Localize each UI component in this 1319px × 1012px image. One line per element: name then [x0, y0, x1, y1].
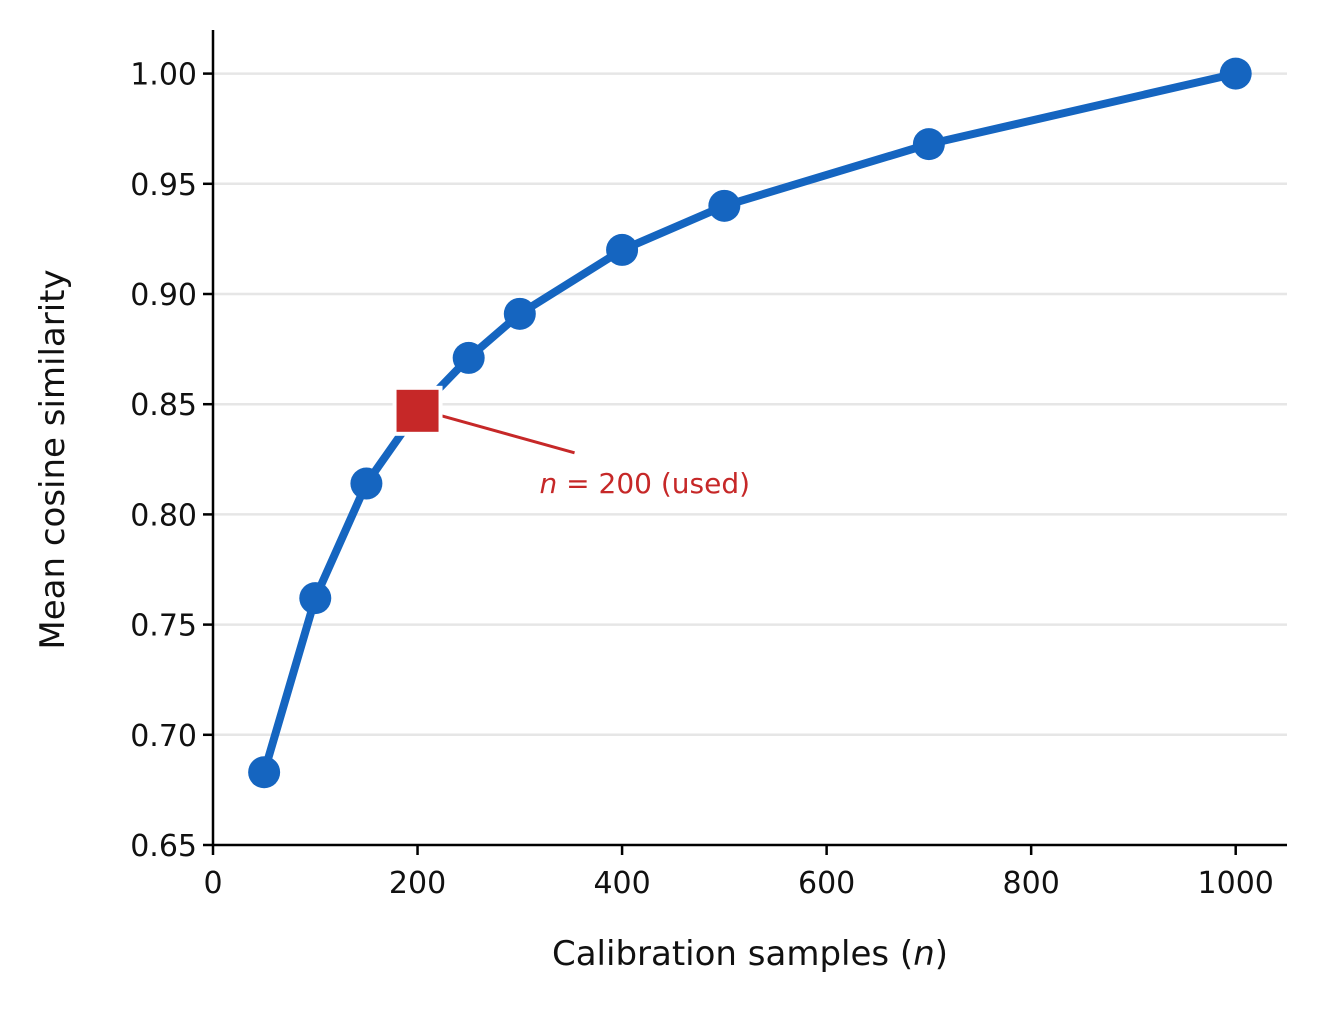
x-tick-label: 0	[203, 866, 222, 901]
y-tick-label: 0.70	[130, 719, 197, 754]
data-point	[708, 189, 741, 222]
data-point	[503, 297, 536, 330]
y-tick-label: 0.90	[130, 278, 197, 313]
y-tick-label: 0.85	[130, 388, 197, 423]
data-point	[350, 467, 383, 500]
data-point	[299, 582, 332, 615]
y-tick-label: 0.65	[130, 829, 197, 864]
y-ticks: 0.65 0.70 0.75 0.80 0.85 0.90 0.95 1.00	[130, 58, 213, 864]
x-tick-label: 600	[798, 866, 855, 901]
y-tick-label: 1.00	[130, 58, 197, 93]
data-point	[912, 128, 945, 161]
x-axis-title: Calibration samples (n)	[552, 934, 948, 974]
data-point	[1219, 57, 1252, 90]
grid-lines	[213, 72, 1287, 737]
x-tick-label: 1000	[1198, 866, 1274, 901]
annotation-label: n = 200 (used)	[540, 467, 751, 500]
data-point	[248, 756, 281, 789]
series-layer	[248, 57, 1252, 789]
series-line	[260, 69, 1240, 777]
data-point	[606, 233, 639, 266]
axes	[211, 30, 1287, 847]
x-ticks: 0 200 400 600 800 1000	[203, 845, 1274, 901]
y-tick-label: 0.95	[130, 168, 197, 203]
annotation-arrow	[441, 414, 575, 455]
x-tick-label: 400	[593, 866, 650, 901]
data-point	[452, 341, 485, 374]
y-axis-title: Mean cosine similarity	[33, 269, 73, 649]
x-tick-label: 200	[389, 866, 446, 901]
y-tick-label: 0.80	[130, 498, 197, 533]
y-tick-label: 0.75	[130, 609, 197, 644]
x-tick-label: 800	[1003, 866, 1060, 901]
highlight-marker	[392, 385, 443, 436]
annotation: n = 200 (used)	[392, 385, 751, 500]
